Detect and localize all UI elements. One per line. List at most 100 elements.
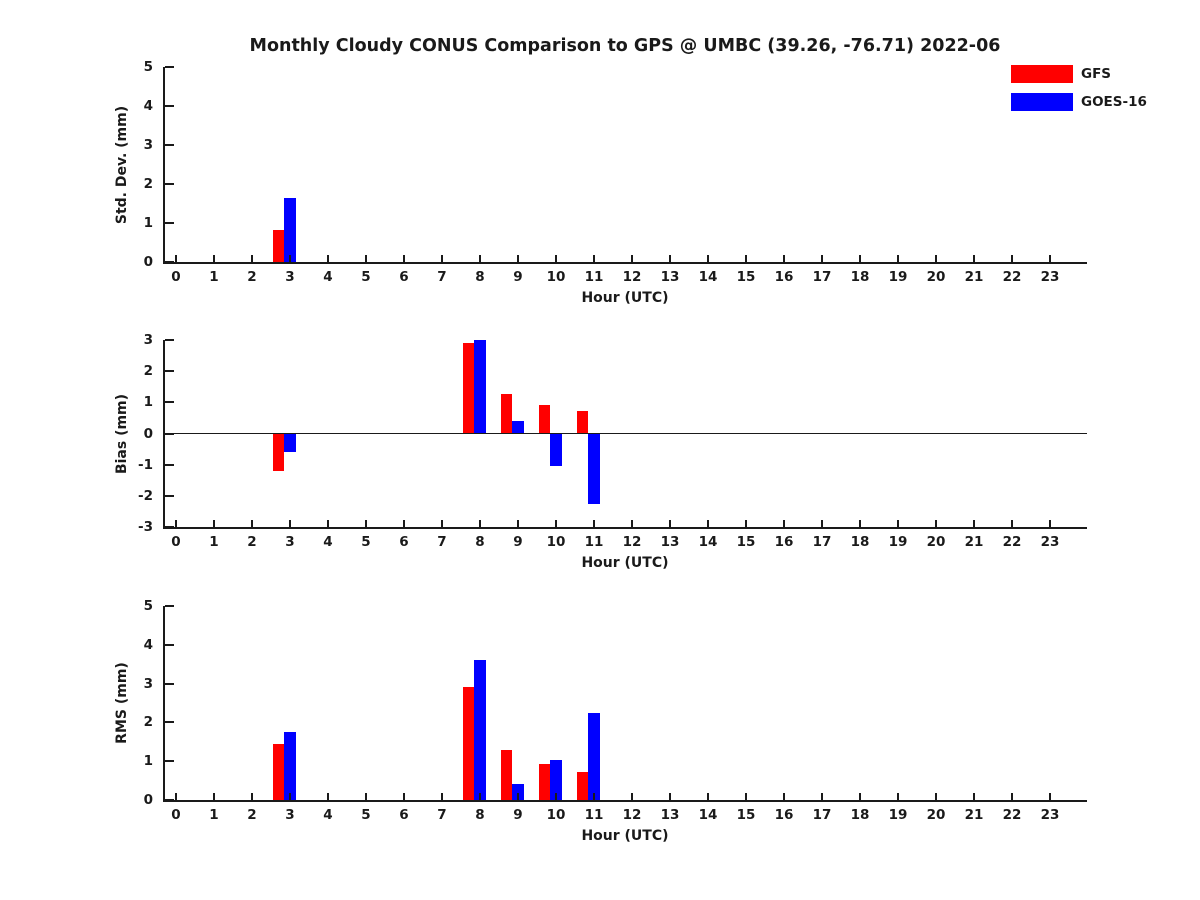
x-tick-bias-17 [821,520,823,527]
x-tick-rms-15 [745,793,747,800]
bar-gfs-hour-9 [500,393,512,434]
x-tick-label-bias-16: 16 [774,534,794,550]
x-tick-bias-14 [707,520,709,527]
x-tick-rms-11 [593,793,595,800]
x-tick-label-rms-23: 23 [1040,807,1060,823]
x-tick-label-std-dev-0: 0 [171,269,181,285]
x-tick-std-dev-9 [517,255,519,262]
x-tick-label-rms-20: 20 [926,807,946,823]
x-tick-label-std-dev-3: 3 [285,269,295,285]
y-tick-rms-2 [165,721,174,724]
bar-gfs-hour-10 [538,404,550,434]
y-axis-title-std-dev: Std. Dev. (mm) [114,105,130,224]
x-tick-label-rms-2: 2 [247,807,257,823]
y-tick-std-dev-3 [165,144,174,146]
x-tick-bias-4 [327,520,329,527]
x-tick-label-std-dev-12: 12 [622,269,642,285]
x-tick-label-rms-1: 1 [209,807,219,823]
x-tick-std-dev-13 [669,255,671,262]
x-tick-rms-23 [1049,793,1051,800]
x-tick-label-bias-18: 18 [850,534,870,550]
x-tick-bias-12 [631,520,633,527]
x-tick-rms-19 [897,793,899,800]
x-tick-label-bias-13: 13 [660,534,680,550]
y-tick-label-std-dev-1: 1 [143,215,153,231]
x-tick-std-dev-1 [213,255,215,262]
y-tick-label-rms-3: 3 [143,675,153,692]
x-tick-label-rms-7: 7 [437,807,447,823]
x-tick-std-dev-10 [555,255,557,262]
y-tick-std-dev-5 [165,66,174,68]
x-tick-label-bias-1: 1 [209,534,219,550]
bar-gfs-hour-3 [272,433,284,471]
x-tick-std-dev-17 [821,255,823,262]
x-tick-std-dev-11 [593,255,595,262]
x-tick-label-bias-8: 8 [475,534,485,550]
x-tick-label-rms-14: 14 [698,807,718,823]
x-tick-label-rms-19: 19 [888,807,908,823]
x-tick-label-std-dev-13: 13 [660,269,680,285]
y-tick-bias--3 [165,526,174,528]
y-tick-label-rms-4: 4 [143,636,153,653]
legend-swatch-goes16 [1011,93,1073,111]
x-tick-rms-7 [441,793,443,800]
x-tick-label-std-dev-18: 18 [850,269,870,285]
y-tick-std-dev-4 [165,105,174,107]
bar-goes16-hour-9 [512,421,524,434]
y-tick-label-bias--3: -3 [138,519,153,535]
x-tick-rms-20 [935,793,937,800]
x-tick-rms-5 [365,793,367,800]
x-axis-title-std-dev: Hour (UTC) [581,290,669,306]
x-tick-label-std-dev-23: 23 [1040,269,1060,285]
x-tick-label-std-dev-19: 19 [888,269,908,285]
x-tick-bias-0 [175,520,177,527]
x-tick-bias-6 [403,520,405,527]
x-tick-label-bias-5: 5 [361,534,371,550]
x-tick-std-dev-18 [859,255,861,262]
y-tick-bias-0 [165,432,174,435]
x-tick-label-rms-13: 13 [660,807,680,823]
y-tick-label-bias-0: 0 [143,425,153,442]
x-tick-std-dev-5 [365,255,367,262]
x-tick-rms-4 [327,793,329,800]
y-axis-spine-bias [163,340,165,529]
bar-goes16-hour-3 [284,197,296,262]
x-tick-rms-3 [289,793,291,800]
x-tick-label-bias-2: 2 [247,534,257,550]
x-tick-label-bias-23: 23 [1040,534,1060,550]
x-tick-label-rms-6: 6 [399,807,409,823]
x-tick-rms-12 [631,793,633,800]
legend-label-goes16: GOES-16 [1081,94,1147,110]
bar-gfs-hour-11 [576,411,588,434]
x-tick-bias-19 [897,520,899,527]
x-tick-std-dev-14 [707,255,709,262]
y-axis-spine-std-dev [163,67,165,264]
y-tick-std-dev-0 [165,261,174,263]
y-tick-rms-4 [165,643,174,646]
y-tick-label-rms-5: 5 [143,598,153,614]
x-tick-std-dev-22 [1011,255,1013,262]
x-tick-label-bias-9: 9 [513,534,523,550]
y-tick-bias--1 [165,463,174,466]
x-tick-std-dev-12 [631,255,633,262]
x-tick-bias-21 [973,520,975,527]
y-tick-rms-1 [165,760,174,763]
y-tick-label-rms-2: 2 [143,714,153,731]
zero-line-bias [163,432,1087,435]
x-tick-bias-2 [251,520,253,527]
x-tick-label-rms-4: 4 [323,807,333,823]
x-tick-std-dev-19 [897,255,899,262]
x-tick-rms-10 [555,793,557,800]
x-axis-spine-std-dev [163,262,1087,264]
x-tick-label-rms-15: 15 [736,807,756,823]
x-tick-label-bias-10: 10 [546,534,566,550]
x-tick-bias-22 [1011,520,1013,527]
x-tick-bias-20 [935,520,937,527]
x-tick-rms-0 [175,793,177,800]
x-tick-bias-16 [783,520,785,527]
x-tick-rms-9 [517,793,519,800]
x-tick-label-bias-22: 22 [1002,534,1022,550]
x-tick-bias-3 [289,520,291,527]
x-tick-label-std-dev-11: 11 [584,269,604,285]
x-tick-std-dev-15 [745,255,747,262]
